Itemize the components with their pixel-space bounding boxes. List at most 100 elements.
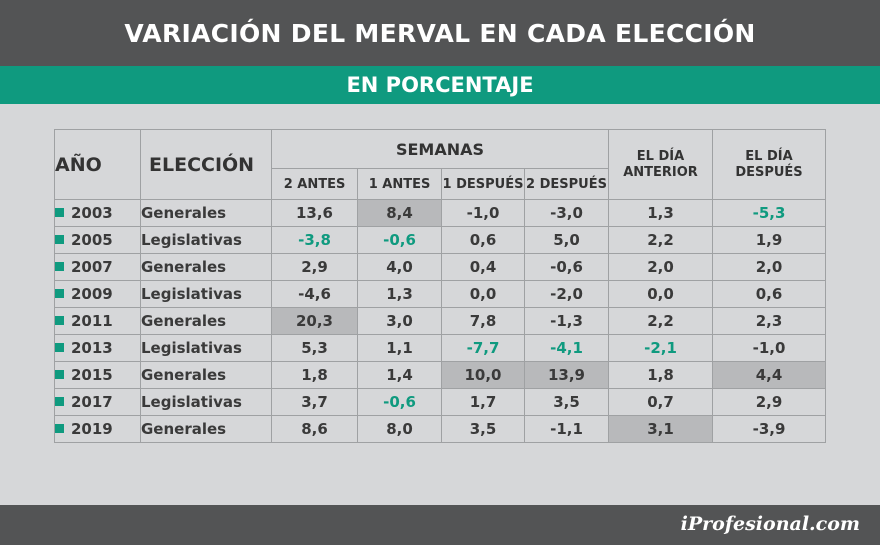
- value-cell: 8,0: [357, 415, 442, 443]
- chart-subtitle: EN PORCENTAJE: [346, 73, 534, 97]
- value-cell: 1,9: [712, 226, 826, 254]
- election-cell: Generales: [140, 307, 272, 335]
- value-cell: 1,1: [357, 334, 442, 362]
- year-label: 2013: [71, 339, 113, 357]
- value-cell: 2,0: [712, 253, 826, 281]
- election-cell: Generales: [140, 253, 272, 281]
- election-cell: Generales: [140, 361, 272, 389]
- year-cell: 2009: [54, 280, 141, 308]
- square-bullet-icon: [55, 343, 64, 352]
- value-cell: 7,8: [441, 307, 525, 335]
- value-cell: 3,0: [357, 307, 442, 335]
- header-day-after: EL DÍA DESPUÉS: [712, 129, 826, 200]
- year-label: 2015: [71, 366, 113, 384]
- footer-bar: iProfesional.com: [0, 505, 880, 545]
- square-bullet-icon: [55, 235, 64, 244]
- value-cell: 13,9: [524, 361, 609, 389]
- value-cell: -1,1: [524, 415, 609, 443]
- header-1-despues: 1 DESPUÉS: [441, 168, 525, 200]
- header-weeks: SEMANAS: [271, 129, 609, 169]
- square-bullet-icon: [55, 208, 64, 217]
- value-cell: 4,0: [357, 253, 442, 281]
- election-cell: Generales: [140, 415, 272, 443]
- value-cell: 2,9: [712, 388, 826, 416]
- value-cell: -3,8: [271, 226, 358, 254]
- table-row: 2009 Legislativas -4,6 1,3 0,0 -2,0 0,0 0,6: [54, 280, 826, 308]
- title-bar: VARIACIÓN DEL MERVAL EN CADA ELECCIÓN: [0, 0, 880, 66]
- header-day-before: EL DÍA ANTERIOR: [608, 129, 713, 200]
- value-cell: 1,8: [271, 361, 358, 389]
- year-label: 2009: [71, 285, 113, 303]
- value-cell: 0,6: [712, 280, 826, 308]
- value-cell: -1,0: [712, 334, 826, 362]
- table-row: 2019 Generales 8,6 8,0 3,5 -1,1 3,1 -3,9: [54, 415, 826, 443]
- square-bullet-icon: [55, 424, 64, 433]
- square-bullet-icon: [55, 262, 64, 271]
- election-cell: Legislativas: [140, 280, 272, 308]
- year-cell: 2019: [54, 415, 141, 443]
- value-cell: 2,2: [608, 226, 713, 254]
- square-bullet-icon: [55, 316, 64, 325]
- value-cell: 3,5: [524, 388, 609, 416]
- value-cell: -1,0: [441, 199, 525, 227]
- year-cell: 2015: [54, 361, 141, 389]
- value-cell: -0,6: [357, 226, 442, 254]
- value-cell: 5,0: [524, 226, 609, 254]
- table-row: 2015 Generales 1,8 1,4 10,0 13,9 1,8 4,4: [54, 361, 826, 389]
- chart-title: VARIACIÓN DEL MERVAL EN CADA ELECCIÓN: [124, 18, 756, 48]
- year-label: 2007: [71, 258, 113, 276]
- table-row: 2013 Legislativas 5,3 1,1 -7,7 -4,1 -2,1 -1,0: [54, 334, 826, 362]
- value-cell: 5,3: [271, 334, 358, 362]
- value-cell: 2,3: [712, 307, 826, 335]
- header-year: AÑO: [54, 129, 141, 200]
- year-label: 2011: [71, 312, 113, 330]
- header-1-antes: 1 ANTES: [357, 168, 442, 200]
- brand-logo: iProfesional.com: [680, 513, 860, 535]
- table-row: 2007 Generales 2,9 4,0 0,4 -0,6 2,0 2,0: [54, 253, 826, 281]
- value-cell: 0,0: [608, 280, 713, 308]
- year-label: 2003: [71, 204, 113, 222]
- value-cell: -3,0: [524, 199, 609, 227]
- value-cell: 8,6: [271, 415, 358, 443]
- year-cell: 2017: [54, 388, 141, 416]
- election-cell: Legislativas: [140, 334, 272, 362]
- table-body: 2003 Generales 13,6 8,4 -1,0 -3,0 1,3 -5,3 2005 L…: [54, 199, 826, 443]
- year-label: 2005: [71, 231, 113, 249]
- value-cell: -3,9: [712, 415, 826, 443]
- merval-table: AÑO ELECCIÓN SEMANAS EL DÍA ANTERIOR EL …: [54, 129, 826, 443]
- value-cell: 20,3: [271, 307, 358, 335]
- table-row: 2011 Generales 20,3 3,0 7,8 -1,3 2,2 2,3: [54, 307, 826, 335]
- value-cell: -7,7: [441, 334, 525, 362]
- value-cell: 1,8: [608, 361, 713, 389]
- value-cell: 1,7: [441, 388, 525, 416]
- square-bullet-icon: [55, 397, 64, 406]
- election-cell: Legislativas: [140, 226, 272, 254]
- value-cell: -1,3: [524, 307, 609, 335]
- value-cell: 1,3: [357, 280, 442, 308]
- year-cell: 2007: [54, 253, 141, 281]
- subtitle-bar: EN PORCENTAJE: [0, 66, 880, 104]
- value-cell: 3,5: [441, 415, 525, 443]
- value-cell: 0,0: [441, 280, 525, 308]
- value-cell: 4,4: [712, 361, 826, 389]
- year-cell: 2005: [54, 226, 141, 254]
- value-cell: 0,7: [608, 388, 713, 416]
- year-cell: 2003: [54, 199, 141, 227]
- value-cell: -5,3: [712, 199, 826, 227]
- value-cell: 10,0: [441, 361, 525, 389]
- value-cell: 8,4: [357, 199, 442, 227]
- table-row: 2003 Generales 13,6 8,4 -1,0 -3,0 1,3 -5,3: [54, 199, 826, 227]
- header-election: ELECCIÓN: [140, 129, 272, 200]
- year-label: 2019: [71, 420, 113, 438]
- election-cell: Legislativas: [140, 388, 272, 416]
- value-cell: 0,6: [441, 226, 525, 254]
- table-row: 2005 Legislativas -3,8 -0,6 0,6 5,0 2,2 1,9: [54, 226, 826, 254]
- value-cell: -4,6: [271, 280, 358, 308]
- header-2-antes: 2 ANTES: [271, 168, 358, 200]
- value-cell: 3,1: [608, 415, 713, 443]
- table-row: 2017 Legislativas 3,7 -0,6 1,7 3,5 0,7 2,9: [54, 388, 826, 416]
- value-cell: 3,7: [271, 388, 358, 416]
- value-cell: 2,2: [608, 307, 713, 335]
- value-cell: -2,1: [608, 334, 713, 362]
- year-label: 2017: [71, 393, 113, 411]
